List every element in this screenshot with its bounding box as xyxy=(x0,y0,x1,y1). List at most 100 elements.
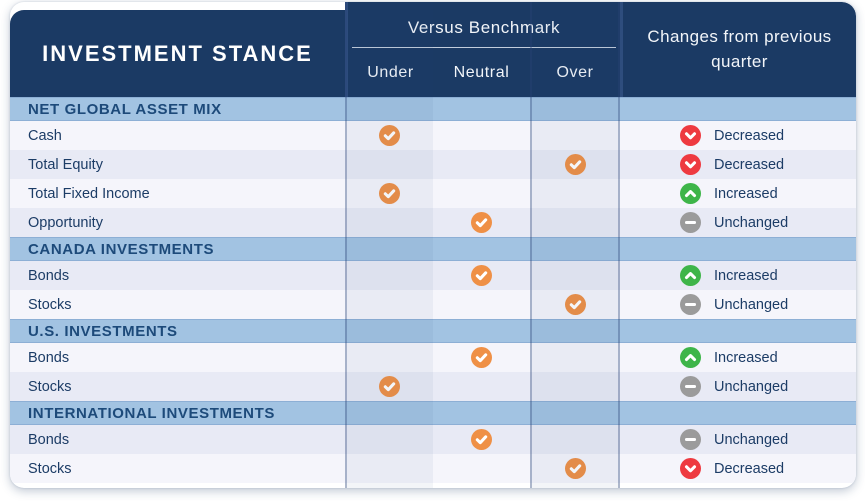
change-cell: Increased xyxy=(620,179,856,208)
chevron-up-circle-icon xyxy=(680,265,701,286)
section-header-row: INTERNATIONAL INVESTMENTS xyxy=(10,401,856,425)
change-label: Decreased xyxy=(714,156,785,173)
stance-cell-over xyxy=(530,425,620,454)
stance-cell-over xyxy=(530,121,620,150)
column-header-over: Over xyxy=(556,63,594,81)
asset-label: Stocks xyxy=(28,378,72,395)
change-label: Decreased xyxy=(714,460,785,477)
table-row: Bonds Increased xyxy=(10,343,856,372)
stance-cell-neutral xyxy=(433,208,530,237)
section-title: INTERNATIONAL INVESTMENTS xyxy=(28,404,275,422)
column-header-neutral: Neutral xyxy=(453,63,510,81)
versus-benchmark-label: Versus Benchmark xyxy=(352,2,616,48)
table-row: Bonds Unchanged xyxy=(10,425,856,454)
stance-cell-over xyxy=(530,290,620,319)
asset-label: Bonds xyxy=(28,431,70,448)
table-row: Stocks Unchanged xyxy=(10,290,856,319)
column-header-under: Under xyxy=(367,63,414,81)
change-label: Decreased xyxy=(714,127,785,144)
table-row: Stocks Decreased xyxy=(10,454,856,483)
stance-cell-under xyxy=(345,121,433,150)
change-label: Unchanged xyxy=(714,296,789,313)
change-cell: Unchanged xyxy=(620,208,856,237)
asset-label: Opportunity xyxy=(28,214,103,231)
section-title: U.S. INVESTMENTS xyxy=(28,322,178,340)
asset-label: Cash xyxy=(28,127,62,144)
change-cell: Unchanged xyxy=(620,372,856,401)
stance-cell-neutral xyxy=(433,372,530,401)
check-circle-icon xyxy=(378,376,400,397)
stance-cell-under xyxy=(345,290,433,319)
stance-cell-neutral xyxy=(433,150,530,179)
investment-stance-card: INVESTMENT STANCE Versus Benchmark Under… xyxy=(10,2,856,488)
section-header-row: U.S. INVESTMENTS xyxy=(10,319,856,343)
benchmark-subheader-row: Under Neutral Over xyxy=(348,48,620,97)
check-circle-icon xyxy=(471,429,492,450)
change-cell: Increased xyxy=(620,261,856,290)
table-row: Cash Decreased xyxy=(10,121,856,150)
section-header-row: NET GLOBAL ASSET MIX xyxy=(10,97,856,121)
chevron-down-circle-icon xyxy=(680,154,701,175)
stance-cell-over xyxy=(530,454,620,483)
minus-circle-icon xyxy=(680,376,701,397)
stance-cell-over xyxy=(530,150,620,179)
asset-label: Bonds xyxy=(28,349,70,366)
table-header: INVESTMENT STANCE Versus Benchmark Under… xyxy=(10,2,856,97)
changes-column-label: Changes from previous quarter xyxy=(647,26,832,71)
section-header-row: CANADA INVESTMENTS xyxy=(10,237,856,261)
stance-cell-over xyxy=(530,261,620,290)
stance-cell-neutral xyxy=(433,121,530,150)
stance-cell-over xyxy=(530,179,620,208)
change-cell: Decreased xyxy=(620,454,856,483)
change-label: Increased xyxy=(714,349,778,366)
stance-cell-over xyxy=(530,343,620,372)
stance-cell-under xyxy=(345,150,433,179)
stance-cell-under xyxy=(345,425,433,454)
title-block: INVESTMENT STANCE xyxy=(10,10,345,97)
page-title: INVESTMENT STANCE xyxy=(42,40,313,66)
change-label: Increased xyxy=(714,267,778,284)
change-label: Unchanged xyxy=(714,378,789,395)
check-circle-icon xyxy=(471,347,492,368)
stance-cell-under xyxy=(345,343,433,372)
chevron-down-circle-icon xyxy=(680,125,701,146)
table-row: Total Fixed Income Increased xyxy=(10,179,856,208)
table-rows: NET GLOBAL ASSET MIX Cash Decreased Total E… xyxy=(10,97,856,483)
check-circle-icon xyxy=(378,183,400,204)
table-row: Bonds Increased xyxy=(10,261,856,290)
asset-label: Total Fixed Income xyxy=(28,185,150,202)
stance-cell-neutral xyxy=(433,261,530,290)
stance-cell-over xyxy=(530,208,620,237)
change-cell: Increased xyxy=(620,343,856,372)
chevron-down-circle-icon xyxy=(680,458,701,479)
stance-cell-over xyxy=(530,372,620,401)
section-title: CANADA INVESTMENTS xyxy=(28,240,215,258)
change-label: Unchanged xyxy=(714,214,789,231)
asset-label: Stocks xyxy=(28,460,72,477)
stance-cell-neutral xyxy=(433,179,530,208)
stance-cell-under xyxy=(345,208,433,237)
change-cell: Unchanged xyxy=(620,290,856,319)
stance-cell-neutral xyxy=(433,425,530,454)
chevron-up-circle-icon xyxy=(680,347,701,368)
change-label: Unchanged xyxy=(714,431,789,448)
stance-cell-under xyxy=(345,454,433,483)
asset-label: Bonds xyxy=(28,267,70,284)
table-row: Opportunity Unchanged xyxy=(10,208,856,237)
minus-circle-icon xyxy=(680,429,701,450)
change-cell: Decreased xyxy=(620,150,856,179)
stance-cell-under xyxy=(345,179,433,208)
check-circle-icon xyxy=(564,294,586,315)
check-circle-icon xyxy=(378,125,400,146)
check-circle-icon xyxy=(471,265,492,286)
table-row: Total Equity Decreased xyxy=(10,150,856,179)
section-title: NET GLOBAL ASSET MIX xyxy=(28,100,222,118)
minus-circle-icon xyxy=(680,294,701,315)
asset-label: Stocks xyxy=(28,296,72,313)
asset-label: Total Equity xyxy=(28,156,103,173)
stance-cell-under xyxy=(345,261,433,290)
stance-cell-neutral xyxy=(433,454,530,483)
minus-circle-icon xyxy=(680,212,701,233)
check-circle-icon xyxy=(564,458,586,479)
versus-benchmark-header: Versus Benchmark Under Neutral Over xyxy=(345,2,620,97)
